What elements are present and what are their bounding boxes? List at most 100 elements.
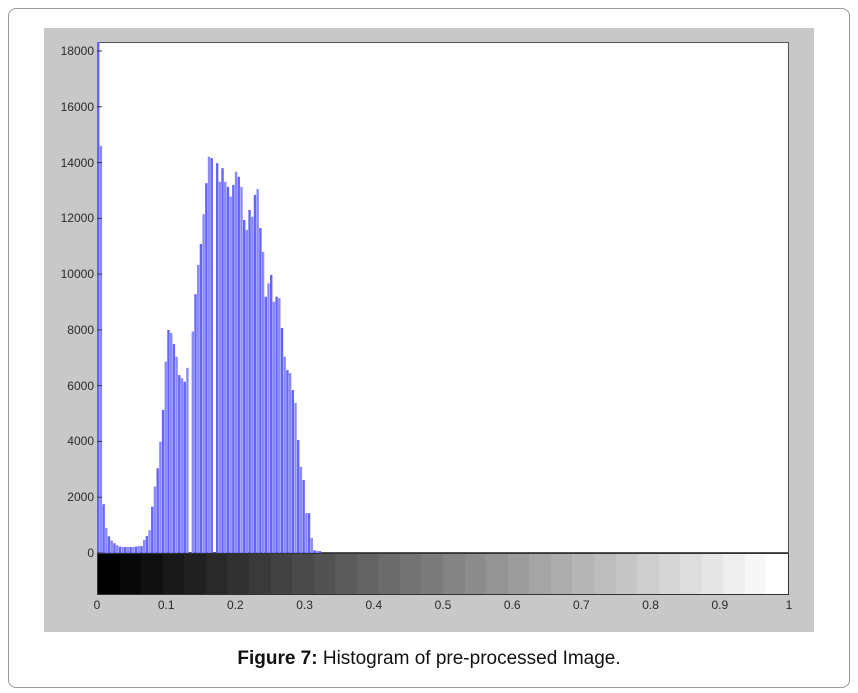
y-tick-label: 0	[87, 546, 94, 560]
histogram-bar	[297, 440, 300, 553]
x-tick-label: 0.9	[711, 598, 729, 612]
histogram-bar	[310, 537, 313, 553]
y-tick-label: 14000	[60, 155, 94, 170]
histogram-bar	[140, 546, 143, 553]
histogram-bar	[134, 546, 138, 553]
histogram-bar	[99, 145, 103, 553]
histogram-bar	[132, 546, 135, 553]
histogram-bar	[234, 171, 238, 553]
histogram-bar	[272, 301, 276, 553]
caption-label: Figure 7:	[237, 648, 318, 669]
colorbar-step	[507, 554, 530, 594]
colorbar-step	[119, 554, 142, 594]
histogram-bar	[205, 183, 208, 553]
x-tick-label: 0.2	[227, 598, 244, 612]
colorbar-step	[399, 554, 422, 594]
histogram-bar	[180, 378, 184, 553]
histogram-plot	[97, 42, 322, 553]
histogram-bar	[161, 409, 165, 553]
y-tick-label: 2000	[67, 490, 94, 505]
colorbar-step	[766, 554, 788, 594]
colorbar-step	[529, 554, 551, 594]
histogram-bar	[240, 186, 243, 553]
histogram-bar	[153, 486, 157, 553]
histogram-bar	[164, 361, 167, 553]
histogram-bar	[283, 356, 286, 553]
histogram-bar	[178, 375, 181, 553]
histogram-bar	[102, 504, 105, 553]
x-tick-label: 0.6	[503, 598, 521, 612]
figure-frame	[8, 8, 850, 688]
x-tick-label: 0.3	[296, 598, 313, 612]
histogram-bar	[202, 214, 205, 553]
colorbar-step	[723, 554, 745, 594]
histogram-bar	[191, 331, 195, 553]
histogram-bar	[218, 181, 222, 553]
colorbar-step	[313, 554, 336, 594]
histogram-bar	[305, 513, 308, 553]
histogram-bar	[318, 551, 322, 553]
colorbar-step	[637, 554, 659, 594]
figure-caption: Figure 7: Histogram of pre-processed Ima…	[0, 648, 858, 670]
histogram-bar	[286, 370, 289, 553]
colorbar-step	[443, 554, 465, 594]
histogram-bar	[291, 390, 295, 553]
histogram-bar	[267, 283, 270, 553]
colorbar-step	[378, 554, 400, 594]
histogram-bar	[313, 550, 316, 553]
colorbar-step	[658, 554, 681, 594]
histogram-bar	[242, 220, 246, 553]
histogram-bar	[148, 530, 151, 553]
histogram-bar	[121, 546, 124, 553]
y-tick-label: 4000	[67, 434, 94, 449]
histogram-bar	[256, 189, 259, 553]
histogram-bar	[294, 402, 297, 553]
colorbar-step	[680, 554, 702, 594]
histogram-bar	[107, 536, 111, 553]
histogram-bar	[118, 546, 122, 553]
histogram-bar	[167, 329, 170, 553]
histogram-bar	[210, 158, 213, 553]
colorbar-step	[141, 554, 163, 594]
histogram-bar	[229, 196, 232, 553]
histogram-bar	[264, 296, 267, 553]
histogram-bar	[261, 251, 265, 553]
x-tick-label: 0.5	[434, 598, 452, 612]
histogram-bar	[215, 163, 219, 553]
colorbar-step	[248, 554, 271, 594]
histogram-bar	[248, 209, 251, 553]
histogram-bar	[137, 546, 140, 553]
colorbar-step	[184, 554, 206, 594]
y-tick-label: 12000	[60, 211, 94, 226]
x-tick-label: 1	[785, 598, 793, 612]
histogram-bar	[115, 545, 119, 553]
colorbar-step	[615, 554, 638, 594]
histogram-bar	[110, 540, 113, 553]
histogram-bar	[251, 216, 254, 553]
histogram-bar	[307, 513, 311, 553]
histogram-bar	[145, 535, 149, 553]
histogram-bar	[113, 543, 116, 553]
colorbar-step	[572, 554, 594, 594]
histogram-bar	[259, 228, 262, 553]
histogram-bar	[126, 547, 130, 553]
histogram-bar	[159, 441, 162, 553]
histogram-bar	[221, 168, 224, 553]
histogram-bar	[237, 176, 240, 553]
histogram-bar	[175, 356, 178, 553]
colorbar-step	[486, 554, 508, 594]
histogram-bar	[142, 539, 146, 553]
histogram-bar	[183, 381, 186, 553]
histogram-bar	[315, 551, 319, 553]
histogram-bar	[280, 327, 284, 553]
y-tick-label: 6000	[67, 378, 94, 393]
grayscale-colorbar	[97, 553, 789, 595]
caption-text: Histogram of pre-processed Image.	[317, 648, 621, 669]
colorbar-step	[335, 554, 357, 594]
x-tick-label: 0.7	[573, 598, 590, 612]
histogram-bar	[199, 243, 203, 553]
colorbar-step	[421, 554, 443, 594]
histogram-bar	[245, 230, 249, 553]
colorbar-step	[550, 554, 573, 594]
colorbar-step	[356, 554, 379, 594]
